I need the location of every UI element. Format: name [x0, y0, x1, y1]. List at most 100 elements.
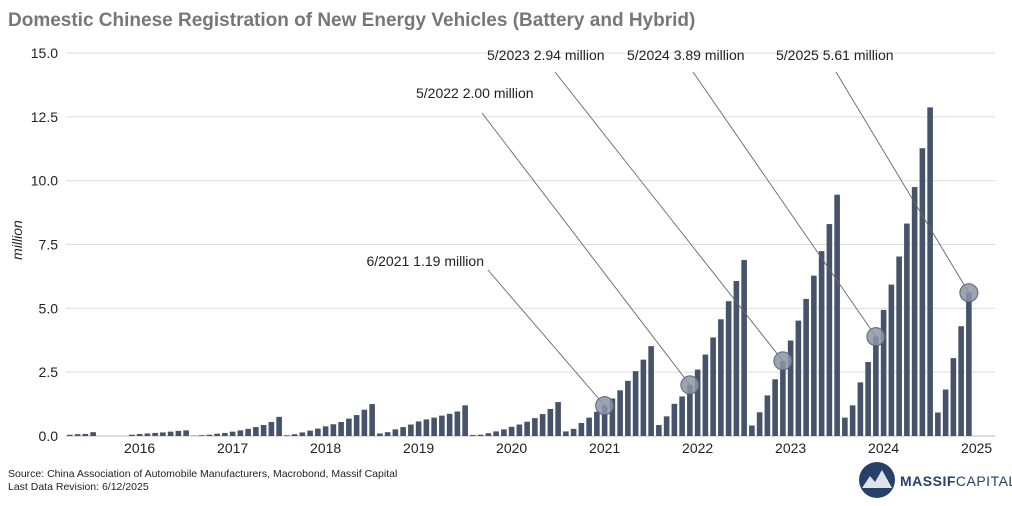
y-tick-label: 0.0	[39, 428, 59, 444]
bar	[470, 434, 476, 436]
bar	[392, 429, 399, 436]
bar	[547, 408, 554, 436]
bar	[834, 194, 840, 436]
bar	[90, 432, 96, 436]
bar	[911, 187, 918, 436]
y-tick-label: 5.0	[39, 300, 59, 316]
x-tick-label: 2022	[682, 440, 713, 456]
bar	[733, 281, 740, 436]
x-tick-label: 2018	[310, 440, 341, 456]
annotation: 5/2024 3.89 million	[627, 47, 745, 63]
bar	[439, 415, 445, 436]
bar	[222, 432, 228, 436]
bar	[408, 424, 414, 436]
bar	[485, 433, 492, 436]
leader-line	[835, 71, 970, 293]
logo: MASSIFCAPITAL	[859, 462, 1012, 498]
bar	[346, 418, 352, 436]
bar	[687, 384, 693, 436]
bar	[648, 346, 654, 436]
bar	[764, 395, 771, 436]
chart-title: Domestic Chinese Registration of New Ene…	[8, 10, 695, 31]
bar	[501, 429, 507, 436]
bar	[299, 432, 306, 436]
x-tick-label: 2023	[775, 440, 806, 456]
bar	[446, 413, 453, 436]
y-tick-label: 2.5	[39, 364, 59, 380]
logo-text: MASSIFCAPITAL	[900, 473, 1012, 489]
bar	[198, 435, 205, 436]
bar	[67, 434, 73, 436]
annotation: 5/2022 2.00 million	[416, 85, 534, 101]
x-tick-label: 2020	[496, 440, 527, 456]
bar	[384, 432, 391, 436]
bar	[904, 223, 910, 436]
highlight-marker	[773, 351, 793, 371]
bar	[532, 418, 538, 436]
bar	[950, 358, 957, 436]
bar	[880, 309, 887, 436]
bar	[803, 298, 809, 436]
bar	[415, 421, 422, 436]
bar	[322, 426, 329, 436]
bar	[206, 434, 213, 436]
leader-line	[692, 71, 877, 337]
bar	[516, 424, 523, 436]
bar	[493, 431, 499, 436]
bar	[935, 412, 941, 436]
bar	[462, 405, 468, 436]
bar	[966, 292, 972, 436]
bar	[136, 433, 143, 436]
bar	[756, 412, 763, 436]
bar	[896, 256, 902, 436]
bar	[787, 340, 794, 436]
bar	[144, 433, 151, 436]
logo-light: CAPITAL	[956, 473, 1012, 489]
bar	[245, 428, 251, 436]
bar	[632, 371, 639, 436]
x-tick-label: 2019	[403, 440, 434, 456]
bar	[710, 337, 716, 436]
bar	[477, 434, 484, 436]
bar	[594, 411, 600, 436]
bar	[741, 260, 747, 436]
bar	[749, 425, 755, 436]
bar	[524, 421, 530, 436]
bar	[284, 435, 290, 436]
bar	[183, 430, 189, 436]
y-tick-label: 7.5	[39, 237, 59, 253]
bar	[508, 426, 515, 436]
bar	[229, 431, 236, 436]
bar	[857, 382, 864, 436]
bar	[353, 415, 360, 436]
highlight-marker	[595, 396, 615, 416]
bar	[865, 361, 871, 436]
bar	[942, 389, 949, 436]
bar	[795, 320, 802, 436]
bar	[842, 417, 848, 436]
bar	[694, 369, 701, 436]
bar	[578, 422, 585, 436]
x-tick-label: 2021	[589, 440, 620, 456]
bar	[656, 425, 662, 436]
bar	[423, 419, 430, 436]
bar	[369, 404, 375, 436]
bar	[82, 433, 89, 436]
bar	[74, 434, 81, 436]
leader-line	[554, 71, 784, 362]
bar	[873, 336, 879, 436]
annotation: 6/2021 1.19 million	[366, 253, 484, 269]
annotation: 5/2023 2.94 million	[487, 47, 605, 63]
bar	[377, 433, 383, 436]
bar	[958, 326, 964, 436]
bar	[663, 416, 670, 436]
bar	[400, 427, 406, 436]
bar	[361, 409, 368, 436]
bar	[927, 107, 933, 437]
bar	[888, 284, 895, 436]
bar	[315, 428, 321, 436]
bar	[454, 411, 461, 436]
bar	[725, 301, 732, 436]
x-tick-label: 2024	[868, 440, 899, 456]
bar	[826, 224, 833, 436]
